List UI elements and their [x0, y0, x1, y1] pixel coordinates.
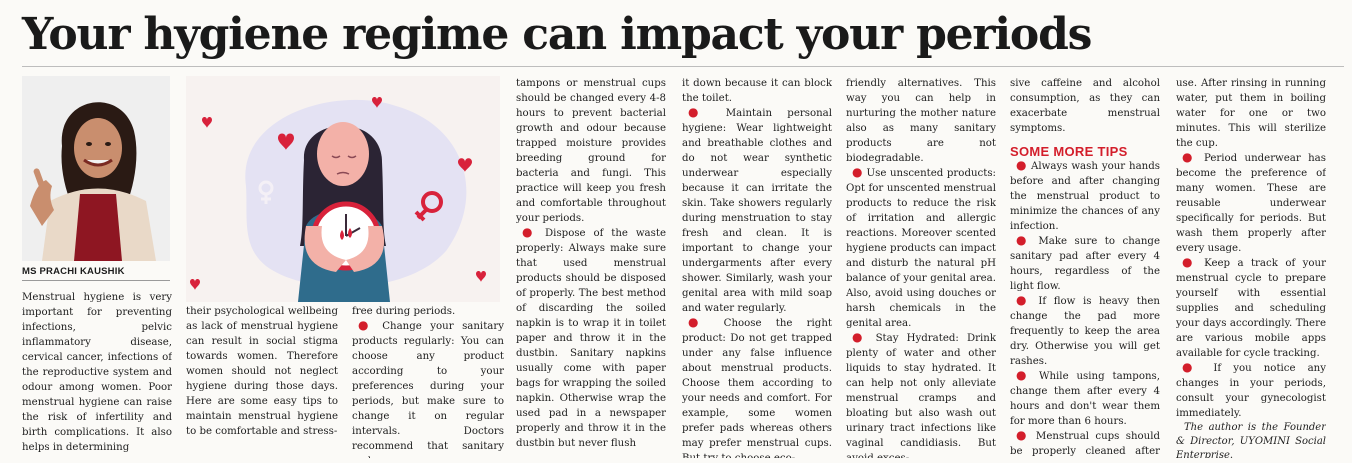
- heart-icon: [372, 97, 382, 108]
- body-paragraph: free during periods.: [352, 306, 456, 317]
- bullet-icon: ●: [688, 105, 711, 119]
- tip-change-products: Change your sanitary products regularly:…: [352, 321, 504, 458]
- bullet-icon: ●: [688, 315, 710, 329]
- body-paragraph: tampons or menstrual cups should be chan…: [516, 78, 666, 224]
- bullet-icon: ●: [1182, 360, 1202, 374]
- column-7: sive caffeine and alcohol consumption, a…: [1010, 76, 1160, 458]
- bullet-icon: ●: [1016, 158, 1028, 172]
- body-paragraph: friendly alternatives. This way you can …: [846, 78, 996, 164]
- venus-icon: [258, 180, 274, 204]
- tip-heavy-flow: If flow is heavy then change the pad mor…: [1010, 296, 1160, 367]
- column-4: tampons or menstrual cups should be chan…: [516, 76, 666, 458]
- illustration: [186, 76, 500, 302]
- body-paragraph: their psychological wellbeing as lack of…: [186, 306, 338, 437]
- body-paragraph: sive caffeine and alcohol consumption, a…: [1010, 78, 1160, 134]
- bullet-icon: ●: [1016, 368, 1032, 382]
- bullet-icon: ●: [1016, 293, 1031, 307]
- tip-wash-hands: Always wash your hands before and after …: [1010, 161, 1160, 232]
- bullet-icon: ●: [358, 318, 374, 332]
- body-paragraph: it down because it can block the toilet.: [682, 78, 832, 104]
- bullet-icon: ●: [852, 165, 863, 179]
- section-heading: SOME MORE TIPS: [1010, 144, 1128, 159]
- tip-right-product: Choose the right product: Do not get tra…: [682, 318, 832, 458]
- tip-change-pad: Make sure to change sanitary pad after e…: [1010, 236, 1160, 292]
- bullet-icon: ●: [1016, 233, 1031, 247]
- headline: Your hygiene regime can impact your peri…: [22, 9, 1092, 60]
- venus-icon: [414, 191, 443, 222]
- woman-face: [317, 122, 369, 186]
- column-8: use. After rinsing in running water, put…: [1176, 76, 1326, 458]
- tip-hydrated: Stay Hydrated: Drink plenty of water and…: [846, 333, 996, 458]
- tip-period-underwear: Period underwear has become the preferen…: [1176, 153, 1326, 254]
- bullet-icon: ●: [522, 225, 538, 239]
- column-6: friendly alternatives. This way you can …: [846, 76, 996, 458]
- tip-tampons: While using tampons, change them after e…: [1010, 371, 1160, 427]
- body-paragraph: use. After rinsing in running water, put…: [1176, 78, 1326, 149]
- headline-rule: [22, 66, 1344, 67]
- column-3: free during periods. ● Change your sanit…: [352, 304, 504, 458]
- tip-dispose-waste: Dispose of the waste properly: Always ma…: [516, 228, 666, 449]
- tip-unscented: Use unscented products: Opt for unscente…: [846, 168, 996, 329]
- tip-track-cycle: Keep a track of your menstrual cycle to …: [1176, 258, 1326, 359]
- heart-icon: [202, 117, 212, 128]
- tip-menstrual-cups: Menstrual cups should be properly cleane…: [1010, 431, 1160, 457]
- author-byline: MS PRACHI KAUSHIK: [22, 266, 170, 281]
- bullet-icon: ●: [852, 330, 868, 344]
- author-photo: [22, 76, 170, 261]
- bullet-icon: ●: [1182, 150, 1197, 164]
- bullet-icon: ●: [1182, 255, 1197, 269]
- heart-icon: [458, 158, 472, 172]
- heart-icon: [476, 271, 486, 282]
- heart-icon: [190, 279, 200, 290]
- heart-icon: [278, 133, 294, 150]
- column-5: it down because it can block the toilet.…: [682, 76, 832, 458]
- bullet-icon: ●: [1016, 428, 1030, 442]
- tip-consult-doctor: If you notice any changes in your period…: [1176, 363, 1326, 419]
- column-1: Menstrual hygiene is very important for …: [22, 290, 172, 458]
- author-credit: The author is the Founder & Director, UY…: [1176, 422, 1326, 458]
- tip-personal-hygiene: Maintain personal hygiene: Wear lightwei…: [682, 108, 832, 314]
- intro-paragraph: Menstrual hygiene is very important for …: [22, 292, 172, 453]
- column-2: their psychological wellbeing as lack of…: [186, 304, 338, 458]
